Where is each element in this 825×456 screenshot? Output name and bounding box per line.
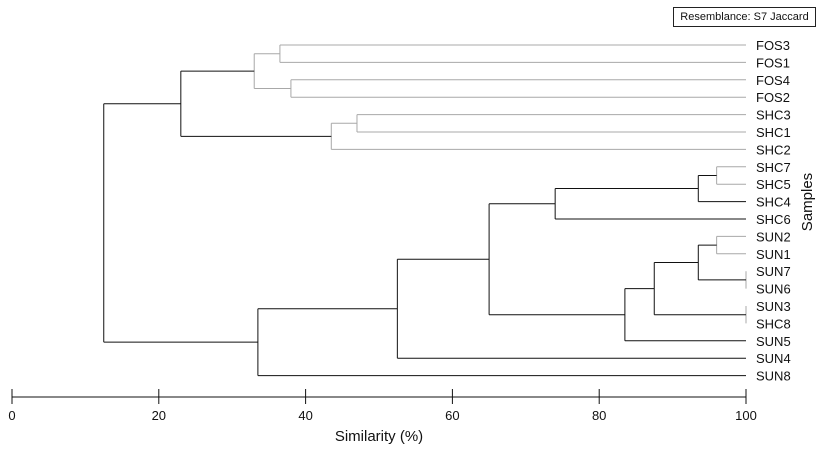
leaf-label-fos1: FOS1 (756, 55, 790, 70)
leaf-label-sun8: SUN8 (756, 369, 791, 384)
leaf-label-shc7: SHC7 (756, 160, 791, 175)
leaf-label-fos2: FOS2 (756, 90, 790, 105)
leaf-label-shc4: SHC4 (756, 195, 791, 210)
leaf-label-sun7: SUN7 (756, 264, 791, 279)
x-tick-label: 80 (592, 408, 606, 423)
x-tick-label: 100 (735, 408, 757, 423)
leaf-label-shc6: SHC6 (756, 212, 791, 227)
leaf-label-sun2: SUN2 (756, 229, 791, 244)
x-axis-title: Similarity (%) (335, 428, 423, 445)
y-axis-title: Samples (799, 173, 816, 231)
leaf-label-fos4: FOS4 (756, 73, 790, 88)
leaf-label-shc1: SHC1 (756, 125, 791, 140)
leaf-label-sun5: SUN5 (756, 334, 791, 349)
leaf-label-sun6: SUN6 (756, 282, 791, 297)
leaf-label-sun4: SUN4 (756, 351, 791, 366)
x-tick-label: 0 (8, 408, 15, 423)
leaf-label-shc8: SHC8 (756, 316, 791, 331)
leaf-labels: FOS3 FOS1 FOS4 FOS2 SHC3 SHC1 SHC2 SHC7 SHC5 SHC4… (756, 38, 791, 384)
resemblance-legend: Resemblance: S7 Jaccard (673, 7, 816, 27)
leaf-label-shc3: SHC3 (756, 108, 791, 123)
x-tick-label: 40 (298, 408, 312, 423)
x-axis-ticks: 0 20 40 60 80 100 (8, 389, 757, 423)
leaf-label-sun1: SUN1 (756, 247, 791, 262)
x-tick-label: 20 (152, 408, 166, 423)
x-tick-label: 60 (445, 408, 459, 423)
leaf-label-fos3: FOS3 (756, 38, 790, 53)
leaf-label-shc2: SHC2 (756, 142, 791, 157)
leaf-label-sun3: SUN3 (756, 299, 791, 314)
dendrogram-links (103, 44, 747, 377)
leaf-label-shc5: SHC5 (756, 177, 791, 192)
